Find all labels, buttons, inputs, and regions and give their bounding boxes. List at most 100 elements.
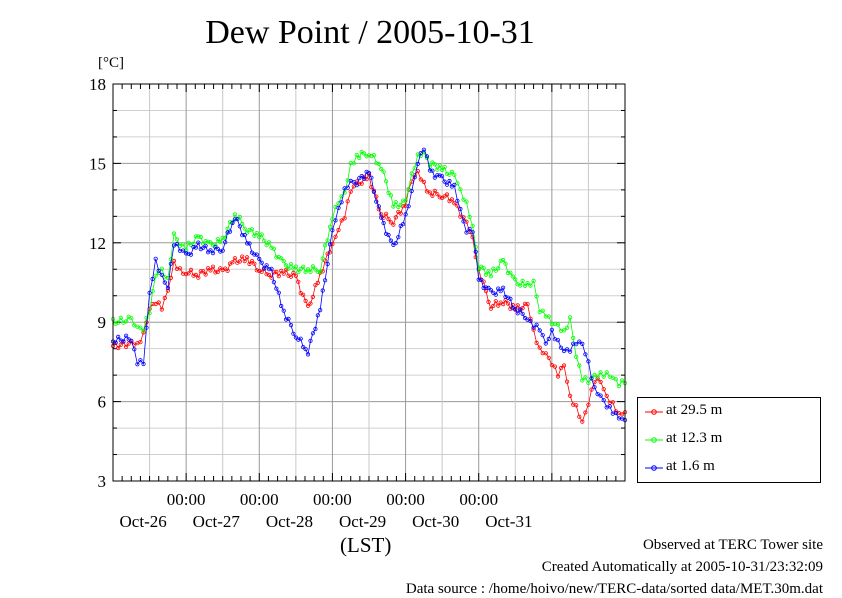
- data-point: [359, 174, 364, 179]
- data-point: [184, 271, 189, 277]
- data-point: [291, 270, 296, 276]
- data-point: [435, 167, 440, 172]
- legend: at 29.5 m at 12.3 m at 1.6 m: [637, 397, 821, 483]
- data-point: [301, 292, 306, 297]
- data-point: [223, 266, 228, 271]
- data-point: [247, 261, 252, 267]
- data-point: [283, 317, 289, 322]
- data-point: [619, 412, 625, 417]
- data-point: [361, 151, 367, 156]
- data-point: [598, 370, 603, 375]
- data-point: [201, 245, 206, 250]
- data-point: [592, 372, 597, 378]
- y-tick-label: 15: [89, 154, 106, 173]
- data-point: [366, 170, 372, 176]
- data-point: [313, 267, 318, 272]
- data-point: [518, 307, 523, 312]
- data-point: [586, 402, 591, 407]
- data-point: [461, 215, 466, 220]
- data-point: [503, 294, 508, 299]
- legend-label: at 12.3 m: [666, 430, 723, 446]
- data-point: [604, 393, 609, 398]
- data-point: [546, 355, 551, 360]
- data-point: [193, 272, 198, 277]
- data-point: [574, 354, 579, 359]
- data-point: [435, 173, 440, 178]
- data-point: [225, 226, 230, 231]
- data-point: [361, 176, 367, 181]
- data-point: [141, 361, 146, 367]
- data-point: [458, 187, 463, 192]
- data-point: [508, 296, 513, 301]
- data-point: [274, 269, 279, 275]
- data-point: [580, 378, 585, 383]
- data-point: [165, 285, 170, 291]
- data-point: [348, 189, 353, 194]
- data-point: [342, 216, 347, 221]
- x-tick-labels: 00:00Oct-2600:00Oct-2700:00Oct-2800:00Oc…: [120, 490, 533, 531]
- data-point: [315, 313, 320, 318]
- data-point: [279, 303, 284, 309]
- data-point: [305, 267, 311, 272]
- data-point: [264, 243, 269, 248]
- data-point: [444, 171, 450, 176]
- x-tick-date-label: Oct-29: [339, 512, 386, 531]
- data-point: [271, 246, 276, 251]
- data-point: [470, 230, 475, 235]
- data-point: [118, 342, 123, 347]
- data-point: [447, 172, 452, 177]
- data-point: [296, 279, 301, 284]
- data-point: [310, 264, 315, 269]
- data-point: [225, 268, 230, 273]
- data-point: [577, 363, 582, 368]
- data-point: [254, 231, 259, 236]
- x-tick-time-label: 00:00: [459, 490, 498, 509]
- data-point: [561, 348, 567, 354]
- data-point: [322, 278, 328, 283]
- data-point: [150, 276, 155, 282]
- data-point: [351, 180, 356, 185]
- data-point: [552, 364, 558, 369]
- data-point: [208, 240, 213, 245]
- data-point: [601, 386, 606, 392]
- data-point: [364, 154, 369, 159]
- data-point: [227, 220, 233, 225]
- data-point: [381, 220, 386, 226]
- data-point: [601, 398, 606, 403]
- data-point: [455, 198, 460, 203]
- data-point: [555, 374, 561, 379]
- data-point: [543, 341, 548, 346]
- data-point: [432, 188, 437, 193]
- data-point: [398, 211, 403, 216]
- data-point: [118, 315, 123, 320]
- data-point: [432, 175, 437, 180]
- data-point: [291, 331, 296, 336]
- data-point: [257, 268, 262, 274]
- data-point: [464, 230, 469, 235]
- data-point: [403, 212, 408, 217]
- data-point: [452, 201, 457, 206]
- data-point: [168, 261, 173, 266]
- data-point: [513, 277, 518, 282]
- data-point: [540, 308, 545, 313]
- data-point: [116, 320, 121, 325]
- data-point: [528, 283, 533, 288]
- y-tick-label: 6: [98, 393, 107, 412]
- data-point: [488, 306, 493, 311]
- data-point: [437, 173, 442, 178]
- data-point: [196, 234, 201, 239]
- data-point: [567, 315, 573, 320]
- data-point: [359, 181, 364, 186]
- data-point: [381, 169, 386, 174]
- data-point: [274, 286, 279, 291]
- data-point: [381, 215, 386, 220]
- data-point: [580, 419, 585, 424]
- data-point: [493, 299, 498, 304]
- data-point: [400, 222, 406, 227]
- data-point: [488, 288, 493, 293]
- data-point: [252, 233, 257, 238]
- data-point: [308, 338, 313, 343]
- y-tick-label: 12: [89, 234, 106, 253]
- x-tick-date-label: Oct-26: [120, 512, 167, 531]
- data-point: [379, 215, 384, 220]
